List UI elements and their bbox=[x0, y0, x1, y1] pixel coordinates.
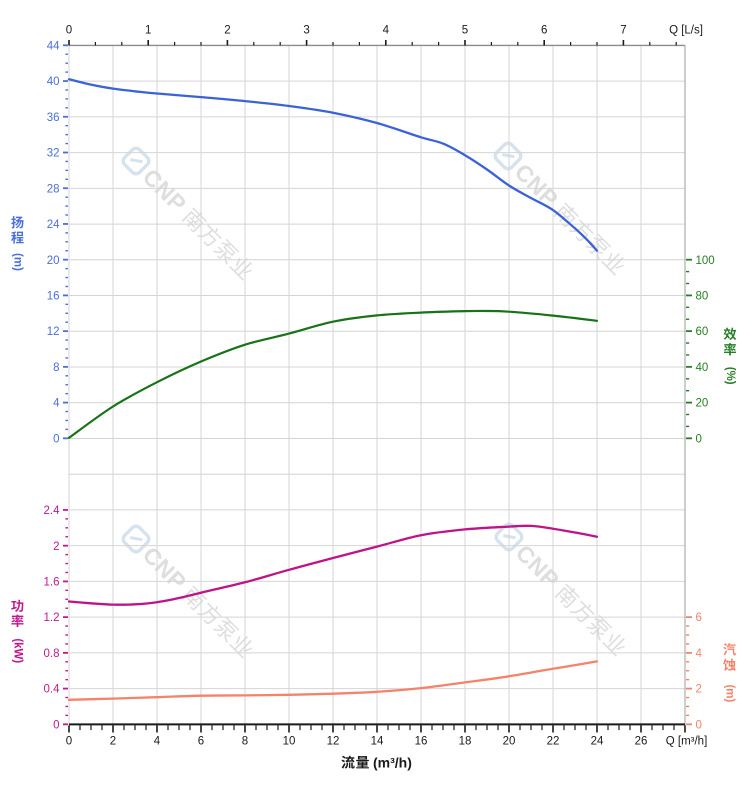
svg-text:5: 5 bbox=[462, 24, 468, 36]
svg-text:1: 1 bbox=[145, 24, 151, 36]
svg-text:Q [L/s]: Q [L/s] bbox=[669, 24, 703, 36]
svg-text:0: 0 bbox=[53, 719, 59, 731]
svg-text:0: 0 bbox=[696, 433, 702, 445]
svg-text:2: 2 bbox=[224, 24, 230, 36]
svg-text:(m³/h): (m³/h) bbox=[373, 755, 412, 771]
svg-text:20: 20 bbox=[503, 736, 516, 748]
svg-text:8: 8 bbox=[53, 362, 59, 374]
svg-text:80: 80 bbox=[696, 291, 709, 303]
svg-text:36: 36 bbox=[47, 112, 60, 124]
svg-text:40: 40 bbox=[47, 76, 60, 88]
svg-text:18: 18 bbox=[459, 736, 472, 748]
svg-text:(m): (m) bbox=[11, 253, 23, 271]
svg-text:4: 4 bbox=[154, 736, 161, 748]
svg-text:(m): (m) bbox=[723, 684, 735, 702]
svg-text:2: 2 bbox=[53, 541, 59, 553]
svg-text:0: 0 bbox=[66, 736, 72, 748]
svg-text:2: 2 bbox=[110, 736, 116, 748]
svg-text:28: 28 bbox=[47, 183, 60, 195]
svg-text:6: 6 bbox=[541, 24, 547, 36]
svg-text:10: 10 bbox=[283, 736, 296, 748]
svg-text:26: 26 bbox=[635, 736, 648, 748]
svg-text:1.6: 1.6 bbox=[44, 577, 60, 589]
svg-text:14: 14 bbox=[371, 736, 384, 748]
svg-text:0.8: 0.8 bbox=[44, 648, 60, 660]
svg-text:22: 22 bbox=[547, 736, 560, 748]
svg-text:16: 16 bbox=[415, 736, 428, 748]
svg-text:0: 0 bbox=[696, 719, 702, 731]
svg-text:Q [m³/h]: Q [m³/h] bbox=[666, 736, 708, 748]
svg-text:2.4: 2.4 bbox=[44, 505, 61, 517]
svg-text:24: 24 bbox=[47, 219, 60, 231]
svg-text:0.4: 0.4 bbox=[44, 684, 61, 696]
svg-text:1.2: 1.2 bbox=[44, 612, 60, 624]
svg-text:4: 4 bbox=[383, 24, 390, 36]
svg-text:16: 16 bbox=[47, 291, 60, 303]
svg-text:0: 0 bbox=[66, 24, 72, 36]
svg-text:40: 40 bbox=[696, 362, 709, 374]
svg-text:4: 4 bbox=[696, 648, 703, 660]
svg-text:6: 6 bbox=[696, 612, 702, 624]
svg-text:100: 100 bbox=[696, 255, 715, 267]
svg-text:20: 20 bbox=[696, 398, 709, 410]
svg-text:8: 8 bbox=[242, 736, 248, 748]
svg-text:12: 12 bbox=[327, 736, 340, 748]
svg-text:24: 24 bbox=[591, 736, 604, 748]
svg-text:44: 44 bbox=[47, 40, 60, 52]
svg-text:6: 6 bbox=[198, 736, 204, 748]
svg-text:(kW): (kW) bbox=[11, 638, 23, 663]
svg-text:3: 3 bbox=[303, 24, 309, 36]
svg-text:60: 60 bbox=[696, 326, 709, 338]
svg-text:(%): (%) bbox=[724, 367, 736, 385]
svg-text:32: 32 bbox=[47, 148, 60, 160]
svg-text:0: 0 bbox=[53, 433, 59, 445]
svg-text:2: 2 bbox=[696, 684, 702, 696]
svg-text:20: 20 bbox=[47, 255, 60, 267]
svg-text:4: 4 bbox=[53, 398, 60, 410]
svg-text:12: 12 bbox=[47, 326, 60, 338]
svg-text:7: 7 bbox=[620, 24, 626, 36]
